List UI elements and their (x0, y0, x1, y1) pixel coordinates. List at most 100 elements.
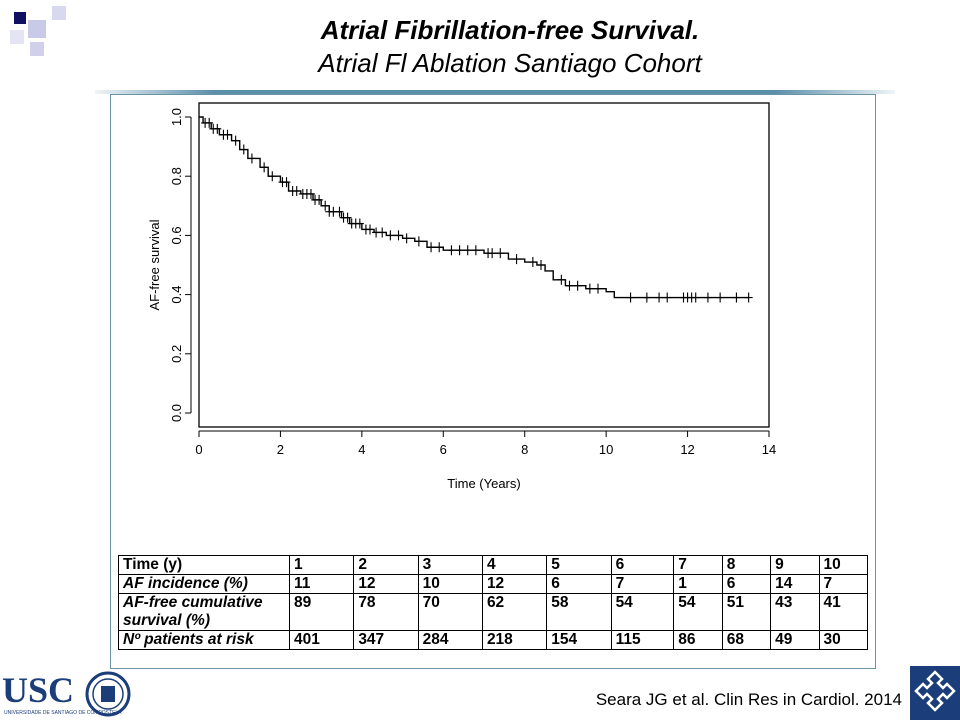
x-tick-label: 0 (195, 442, 202, 457)
y-tick-label: 0.6 (169, 226, 184, 244)
value-cell: 401 (288, 630, 355, 650)
value-cell: 62 (481, 593, 548, 631)
year-cell: 5 (546, 555, 612, 575)
censor-mark (414, 236, 423, 247)
y-tick-label: 0.2 (169, 345, 184, 363)
year-cell: 9 (770, 555, 820, 575)
censor-mark (223, 129, 232, 140)
value-cell: 30 (818, 630, 869, 650)
value-cell: 49 (770, 630, 820, 650)
year-cell: 6 (610, 555, 675, 575)
censor-mark (463, 245, 472, 256)
year-cell: 2 (353, 555, 419, 575)
value-cell: 347 (353, 630, 419, 650)
y-axis: 0.0 0.2 0.4 0.6 0.8 1.0 (169, 108, 192, 422)
censor-mark (455, 245, 464, 256)
censor-mark (528, 257, 537, 268)
usc-university-logo: USC UNIVERSIDADE DE SANTIAGO DE COMPOSTE… (2, 670, 131, 717)
value-cell: 68 (721, 630, 772, 650)
row-label: AF-free cumulative survival (%) (118, 593, 290, 631)
censor-mark (231, 135, 240, 146)
censor-mark (355, 218, 364, 229)
x-tick-label: 2 (277, 442, 284, 457)
censor-mark (394, 230, 403, 241)
censor-mark (321, 200, 330, 211)
year-cell: 4 (481, 555, 548, 575)
censor-mark (282, 177, 291, 188)
y-tick-label: 1.0 (169, 108, 184, 126)
censor-mark (744, 292, 753, 303)
title-line-2: Atrial Fl Ablation Santiago Cohort (318, 48, 702, 78)
value-cell: 6 (721, 574, 772, 594)
survival-curve (199, 116, 749, 299)
censor-mark (260, 162, 269, 173)
value-cell: 6 (546, 574, 612, 594)
censor-mark (402, 233, 411, 244)
value-cell: 54 (610, 593, 675, 631)
value-cell: 154 (546, 630, 612, 650)
value-cell: 58 (546, 593, 612, 631)
value-cell: 41 (818, 593, 869, 631)
censor-mark (565, 280, 574, 291)
censor-mark (512, 254, 521, 265)
censor-mark (427, 242, 436, 253)
censor-mark (557, 274, 566, 285)
censor-mark (292, 186, 301, 196)
value-cell: 218 (481, 630, 548, 650)
censor-mark (343, 212, 352, 223)
cross-emblem-logo (910, 666, 960, 720)
censor-mark (496, 248, 505, 259)
km-survival-chart: 0 2 4 6 8 10 12 14 0.0 0.2 0.4 0.6 0.8 1.0 Time (Yea… (147, 102, 776, 491)
censor-mark (315, 194, 324, 205)
censor-mark (691, 292, 700, 303)
value-cell: 115 (610, 630, 675, 650)
citation: Seara JG et al. Clin Res in Cardiol. 201… (595, 690, 902, 709)
corner-squares-logo (10, 6, 66, 56)
risk-table-row: AF-free cumulative survival (%) 89 78 70 62 5… (118, 593, 869, 631)
y-axis-label: AF-free survival (147, 219, 162, 310)
censor-mark (435, 242, 444, 253)
censor-mark (732, 292, 741, 303)
risk-table-row: Nº patients at risk 401 347 284 218 154 115 86 6… (118, 630, 869, 650)
row-label: Nº patients at risk (118, 630, 290, 650)
year-cell: 1 (288, 555, 355, 575)
year-cell: 3 (417, 555, 483, 575)
year-cell: 7 (673, 555, 723, 575)
censor-mark (386, 230, 395, 241)
value-cell: 14 (770, 574, 820, 594)
censor-mark (205, 117, 214, 128)
row-label: AF incidence (%) (118, 574, 290, 594)
x-axis: 0 2 4 6 8 10 12 14 (195, 430, 776, 457)
usc-logo-subtext: UNIVERSIDADE DE SANTIAGO DE COMPOSTELA (4, 710, 122, 716)
title-divider (95, 90, 895, 94)
censor-mark (239, 144, 248, 155)
year-cell: 8 (721, 555, 772, 575)
censor-mark (703, 292, 712, 303)
censor-mark (573, 280, 582, 291)
plot-frame (198, 102, 770, 428)
x-tick-label: 8 (521, 442, 528, 457)
value-cell: 11 (288, 574, 355, 594)
censor-mark (213, 123, 222, 134)
title-line-1: Atrial Fibrillation-free Survival. (320, 15, 700, 45)
value-cell: 86 (673, 630, 723, 650)
value-cell: 1 (673, 574, 723, 594)
value-cell: 12 (481, 574, 548, 594)
censor-mark (268, 171, 277, 182)
x-tick-label: 14 (762, 442, 776, 457)
censor-mark (335, 206, 344, 217)
y-tick-label: 0.0 (169, 404, 184, 422)
year-cell: 10 (818, 555, 869, 575)
value-cell: 51 (721, 593, 772, 631)
censor-mark (585, 283, 594, 294)
value-cell: 7 (818, 574, 869, 594)
censor-mark (642, 292, 651, 303)
censor-mark (488, 248, 497, 259)
row-label: Time (y) (118, 555, 290, 575)
x-tick-label: 6 (440, 442, 447, 457)
censor-mark (471, 245, 480, 256)
x-axis-label: Time (Years) (447, 476, 520, 491)
y-tick-label: 0.4 (169, 286, 184, 304)
value-cell: 70 (417, 593, 483, 631)
y-tick-label: 0.8 (169, 167, 184, 185)
